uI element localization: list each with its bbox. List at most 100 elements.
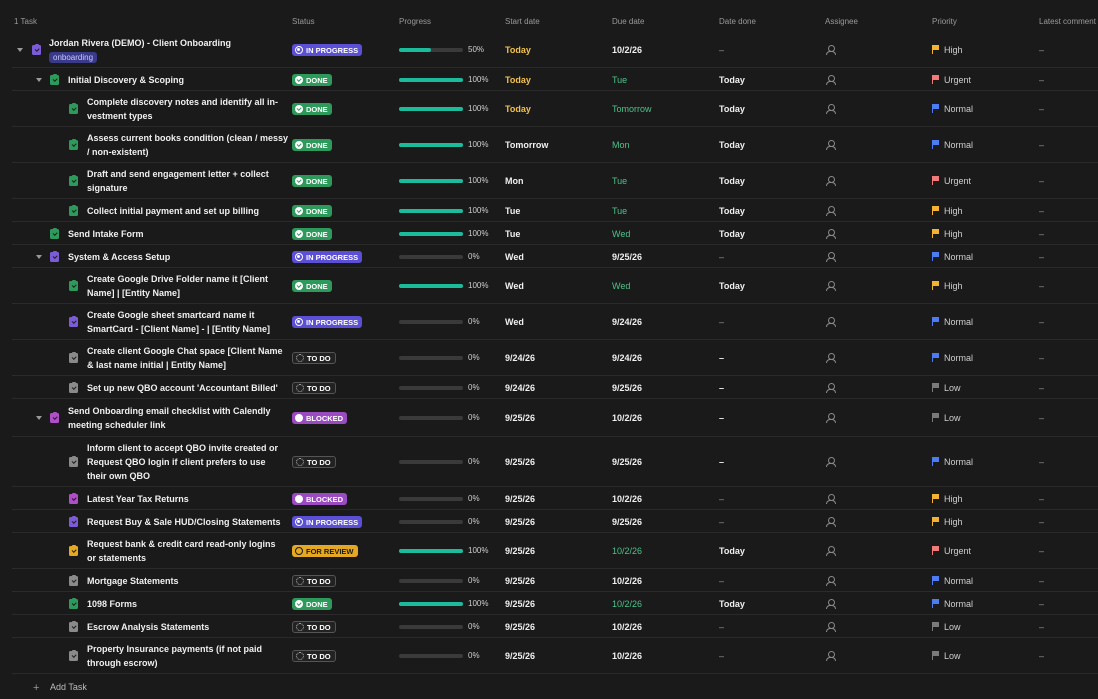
start-date[interactable]: 9/25/26 — [505, 622, 536, 632]
latest-comment[interactable]: – — [1039, 281, 1045, 291]
status-badge[interactable]: TO DO — [292, 456, 336, 468]
latest-comment[interactable]: – — [1039, 546, 1045, 556]
column-header-priority[interactable]: Priority — [932, 17, 957, 26]
task-status-icon[interactable] — [69, 279, 78, 291]
date-done[interactable]: – — [719, 517, 725, 527]
assignee-icon[interactable] — [826, 206, 836, 216]
latest-comment[interactable]: – — [1039, 599, 1045, 609]
priority-label[interactable]: Low — [944, 383, 961, 393]
latest-comment[interactable]: – — [1039, 383, 1045, 393]
due-date[interactable]: 10/2/26 — [612, 546, 643, 556]
task-status-icon[interactable] — [69, 597, 78, 609]
table-row[interactable]: Draft and send engagement letter + colle… — [0, 163, 1098, 199]
priority-label[interactable]: High — [944, 229, 963, 239]
task-name[interactable]: Initial Discovery & Scoping — [68, 73, 278, 87]
task-name[interactable]: 1098 Forms — [87, 597, 297, 611]
date-done[interactable]: Today — [719, 176, 745, 186]
status-badge[interactable]: DONE — [292, 280, 332, 292]
assignee-icon[interactable] — [826, 281, 836, 291]
task-status-icon[interactable] — [69, 544, 78, 556]
task-name[interactable]: Set up new QBO account 'Accountant Bille… — [87, 381, 297, 395]
priority-label[interactable]: Normal — [944, 353, 974, 363]
due-date[interactable]: 9/25/26 — [612, 252, 643, 262]
start-date[interactable]: 9/24/26 — [505, 353, 536, 363]
table-row[interactable]: Initial Discovery & Scoping DONE 100% Today… — [0, 68, 1098, 91]
task-status-icon[interactable] — [69, 515, 78, 527]
task-name[interactable]: Create Google sheet smartcard name it Sma… — [87, 308, 297, 336]
add-task-button[interactable]: Add Task — [50, 682, 87, 692]
priority-label[interactable]: High — [944, 45, 963, 55]
status-badge[interactable]: BLOCKED — [292, 412, 348, 424]
latest-comment[interactable]: – — [1039, 45, 1045, 55]
date-done[interactable]: Today — [719, 104, 745, 114]
due-date[interactable]: 10/2/26 — [612, 413, 643, 423]
task-status-icon[interactable] — [32, 43, 41, 55]
priority-label[interactable]: High — [944, 206, 963, 216]
assignee-icon[interactable] — [826, 457, 836, 467]
task-status-icon[interactable] — [69, 174, 78, 186]
start-date[interactable]: Today — [505, 75, 531, 85]
task-status-icon[interactable] — [69, 102, 78, 114]
column-header-due-date[interactable]: Due date — [612, 17, 645, 26]
status-badge[interactable]: DONE — [292, 175, 332, 187]
status-badge[interactable]: DONE — [292, 205, 332, 217]
assignee-icon[interactable] — [826, 413, 836, 423]
date-done[interactable]: – — [719, 576, 725, 586]
task-name[interactable]: Mortgage Statements — [87, 574, 297, 588]
assignee-icon[interactable] — [826, 353, 836, 363]
start-date[interactable]: 9/25/26 — [505, 599, 536, 609]
assignee-icon[interactable] — [826, 494, 836, 504]
assignee-icon[interactable] — [826, 383, 836, 393]
priority-label[interactable]: Normal — [944, 140, 974, 150]
task-name[interactable]: Property Insurance payments (if not paid… — [87, 642, 297, 670]
task-name[interactable]: Send Intake Form — [68, 227, 278, 241]
task-name[interactable]: System & Access Setup — [68, 250, 278, 264]
table-row[interactable]: Create Google sheet smartcard name it Sma… — [0, 304, 1098, 340]
latest-comment[interactable]: – — [1039, 651, 1045, 661]
task-status-icon[interactable] — [69, 649, 78, 661]
date-done[interactable]: Today — [719, 546, 745, 556]
status-badge[interactable]: IN PROGRESS — [292, 516, 363, 528]
start-date[interactable]: 9/25/26 — [505, 546, 536, 556]
date-done[interactable]: Today — [719, 599, 745, 609]
status-badge[interactable]: TO DO — [292, 352, 336, 364]
assignee-icon[interactable] — [826, 622, 836, 632]
start-date[interactable]: 9/25/26 — [505, 494, 536, 504]
task-status-icon[interactable] — [69, 620, 78, 632]
start-date[interactable]: Wed — [505, 281, 524, 291]
assignee-icon[interactable] — [826, 45, 836, 55]
due-date[interactable]: 10/2/26 — [612, 576, 643, 586]
column-header-progress[interactable]: Progress — [399, 17, 432, 26]
table-row[interactable]: Send Onboarding email checklist with Cal… — [0, 399, 1098, 437]
column-header-latest-comment[interactable]: Latest comment — [1039, 17, 1096, 26]
priority-label[interactable]: Normal — [944, 252, 974, 262]
date-done[interactable]: – — [719, 317, 725, 327]
latest-comment[interactable]: – — [1039, 229, 1045, 239]
task-status-icon[interactable] — [50, 73, 59, 85]
status-badge[interactable]: IN PROGRESS — [292, 316, 363, 328]
priority-label[interactable]: Low — [944, 651, 961, 661]
date-done[interactable]: – — [719, 651, 725, 661]
latest-comment[interactable]: – — [1039, 353, 1045, 363]
latest-comment[interactable]: – — [1039, 317, 1045, 327]
table-row[interactable]: 1098 Forms DONE 100% 9/25/26 10/2/26 Today Nor… — [0, 592, 1098, 615]
table-row[interactable]: Send Intake Form DONE 100% Tue Wed Today High – — [0, 222, 1098, 245]
due-date[interactable]: Wed — [612, 229, 631, 239]
latest-comment[interactable]: – — [1039, 494, 1045, 504]
due-date[interactable]: 10/2/26 — [612, 622, 643, 632]
due-date[interactable]: Tue — [612, 75, 628, 85]
assignee-icon[interactable] — [826, 576, 836, 586]
status-badge[interactable]: DONE — [292, 74, 332, 86]
due-date[interactable]: Tue — [612, 206, 628, 216]
date-done[interactable]: Today — [719, 206, 745, 216]
table-row[interactable]: Create client Google Chat space [Client … — [0, 340, 1098, 376]
start-date[interactable]: 9/24/26 — [505, 383, 536, 393]
task-status-icon[interactable] — [50, 411, 59, 423]
task-name[interactable]: Request bank & credit card read-only log… — [87, 537, 297, 565]
status-badge[interactable]: TO DO — [292, 382, 336, 394]
task-status-icon[interactable] — [69, 315, 78, 327]
priority-label[interactable]: Normal — [944, 576, 974, 586]
start-date[interactable]: Today — [505, 45, 531, 55]
priority-label[interactable]: Normal — [944, 457, 974, 467]
priority-label[interactable]: High — [944, 494, 963, 504]
